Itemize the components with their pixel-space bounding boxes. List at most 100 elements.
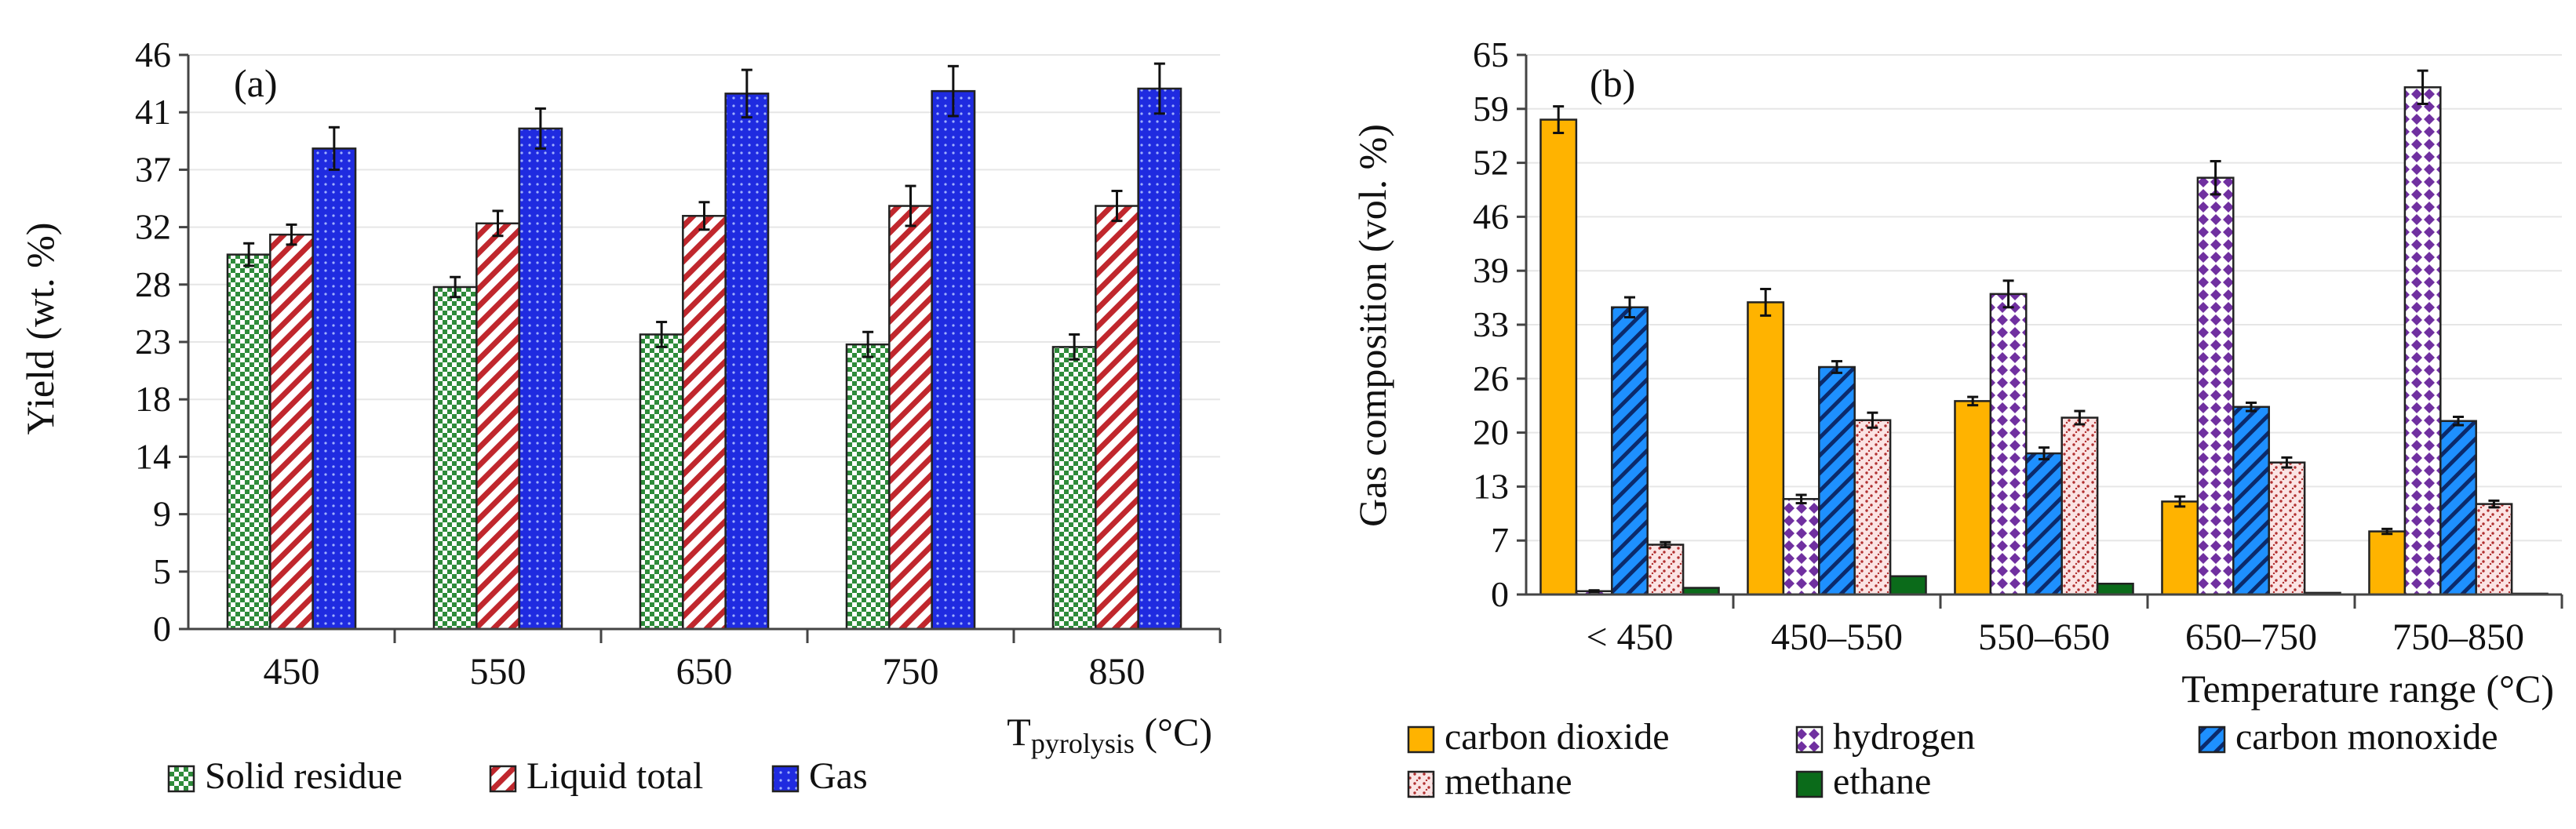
chart-b-bar-methane [2475,503,2513,596]
chart-a-y-tick-label: 14 [135,436,171,476]
chart-b-bar-carbon-dioxide [2368,530,2407,596]
chart-a-y-tick-label: 9 [153,494,171,534]
chart-b-bar-carbon-monoxide [2232,405,2270,596]
chart-a-y-tick-label: 37 [135,149,171,189]
chart-a-legend-swatch-solid-residue [167,765,195,793]
chart-a-legend-label-liquid-total: Liquid total [526,755,703,797]
chart-b-bar-carbon-monoxide [2025,452,2063,596]
chart-a-bar-gas [1137,87,1182,631]
chart-a-x-axis-label: Tpyrolysis (°C) [1007,710,1212,759]
chart-a-bar-gas [312,147,357,631]
chart-b-legend-label-carbon-dioxide: carbon dioxide [1445,716,1670,758]
chart-b-bar-methane [2268,461,2306,596]
chart-a-legend-label-gas: Gas [809,755,868,797]
chart-a-bar-gas [724,93,770,631]
chart-a-bar-solid-residue [226,253,271,631]
chart-b-x-tick-label: 450–550 [1771,616,1903,658]
chart-a-y-tick-label: 23 [135,322,171,362]
chart-b-bar-ethane [1889,575,1927,596]
chart-a-y-tick-label: 5 [153,551,171,591]
chart-b-bar-hydrogen [1782,498,1820,596]
chart-b-bar-carbon-monoxide [1611,306,1649,596]
chart-a-legend-swatch-gas [771,765,800,793]
chart-a-y-tick-label: 0 [153,609,171,649]
chart-b-y-tick-label: 20 [1473,413,1509,453]
chart-a-y-tick-label: 46 [135,35,171,75]
chart-b-x-tick-label: 650–750 [2185,616,2317,658]
chart-b-y-tick-label: 46 [1473,196,1509,236]
chart-a-legend-label-solid-residue: Solid residue [205,755,403,797]
chart-b-legend-swatch-hydrogen [1795,725,1824,754]
chart-a-bar-solid-residue [1051,346,1097,631]
chart-b-bar-carbon-monoxide [2439,420,2477,596]
chart-b-bar-methane [1853,419,1892,596]
chart-b-axes: 0 7 13 20 26 33 39 46 52 59 65 < 450 450–550 550–650 6… [1473,35,2563,658]
chart-a-panel-label: (a) [234,61,278,105]
chart-a-y-tick-label: 41 [135,92,171,132]
chart-b-y-tick-label: 65 [1473,35,1509,75]
chart-a-bar-liquid-total [475,222,520,631]
chart-a-y-tick-label: 28 [135,264,171,304]
chart-b-bar-carbon-dioxide [1539,118,1578,596]
chart-b-legend-label-ethane: ethane [1833,761,1931,802]
chart-b-legend-swatch-carbon-monoxide [2198,725,2226,754]
chart-a-axes: 0 5 9 14 18 23 28 32 37 41 46 450 550 650 750 850 [135,35,1222,693]
chart-a-legend-swatch-liquid-total [489,765,517,793]
chart-b-bar-carbon-monoxide [1818,365,1856,596]
chart-b-legend-label-carbon-monoxide: carbon monoxide [2235,716,2498,758]
chart-b-legend-swatch-carbon-dioxide [1407,725,1435,754]
chart-a-y-axis-label: Yield (wt. %) [18,223,62,435]
chart-a-x-tick-label: 850 [1089,651,1146,693]
chart-b-y-tick-label: 13 [1473,466,1509,506]
chart-a-x-axis-label-sub: pyrolysis [1031,728,1135,759]
chart-a-y-tick-label: 18 [135,379,171,419]
chart-b-y-tick-label: 52 [1473,143,1509,183]
chart-b-y-tick-label: 39 [1473,250,1509,290]
chart-b-bar-hydrogen [1989,293,2028,596]
chart-b-bar-carbon-dioxide [1747,301,1785,596]
chart-a-bar-liquid-total [269,233,314,631]
chart-a-x-tick-label: 750 [883,651,939,693]
chart-b-y-tick-label: 33 [1473,304,1509,344]
chart-a-bar-liquid-total [888,205,933,631]
chart-a-x-tick-label: 550 [470,651,526,693]
chart-b-legend-swatch-ethane [1795,770,1824,798]
chart-b-bar-carbon-dioxide [1954,400,1992,596]
chart-b-y-axis-label: Gas composition (vol. %) [1350,124,1394,527]
chart-b-bars [1539,69,2549,596]
chart-b: 0 7 13 20 26 33 39 46 52 59 65 < 450 450–550 550–650 6… [1350,35,2563,802]
chart-b-x-tick-label: 750–850 [2392,616,2524,658]
chart-a-bar-gas [931,89,976,631]
chart-a-x-tick-label: 450 [264,651,320,693]
chart-b-bar-hydrogen [2403,86,2442,596]
chart-b-y-tick-label: 0 [1491,574,1509,614]
chart-b-bar-methane [1646,544,1685,596]
chart-a-bar-solid-residue [432,285,478,631]
chart-a-x-axis-label-unit: (°C) [1135,710,1212,754]
chart-b-bar-carbon-dioxide [2161,500,2199,596]
chart-b-bar-hydrogen [2196,176,2235,596]
chart-a-bar-gas [518,127,563,631]
chart-b-x-axis-label: Temperature range (°C) [2181,667,2554,711]
chart-b-legend: carbon dioxide hydrogen carbon monoxide met… [1407,716,2498,802]
chart-b-bar-ethane [2096,582,2134,596]
chart-a-y-tick-label: 32 [135,207,171,247]
chart-b-legend-swatch-methane [1407,770,1435,798]
chart-a-bar-liquid-total [1095,205,1139,631]
chart-b-bar-methane [2060,416,2099,596]
chart-b-panel-label: (b) [1590,61,1635,105]
chart-b-y-tick-label: 59 [1473,89,1509,129]
chart-a: 0 5 9 14 18 23 28 32 37 41 46 450 550 650 750 850 (a) Y… [18,35,1222,797]
chart-b-x-tick-label: 550–650 [1978,616,2110,658]
chart-a-bars [226,62,1182,631]
chart-a-bar-solid-residue [639,333,684,631]
chart-a-bar-liquid-total [682,215,727,631]
chart-b-legend-label-hydrogen: hydrogen [1833,716,1975,758]
chart-b-legend-label-methane: methane [1445,761,1572,802]
chart-b-y-tick-label: 26 [1473,358,1509,398]
chart-b-x-tick-label: < 450 [1586,616,1673,658]
chart-a-x-axis-label-main: T [1007,710,1031,754]
chart-a-bar-solid-residue [845,343,891,631]
chart-b-y-tick-label: 7 [1491,520,1509,560]
